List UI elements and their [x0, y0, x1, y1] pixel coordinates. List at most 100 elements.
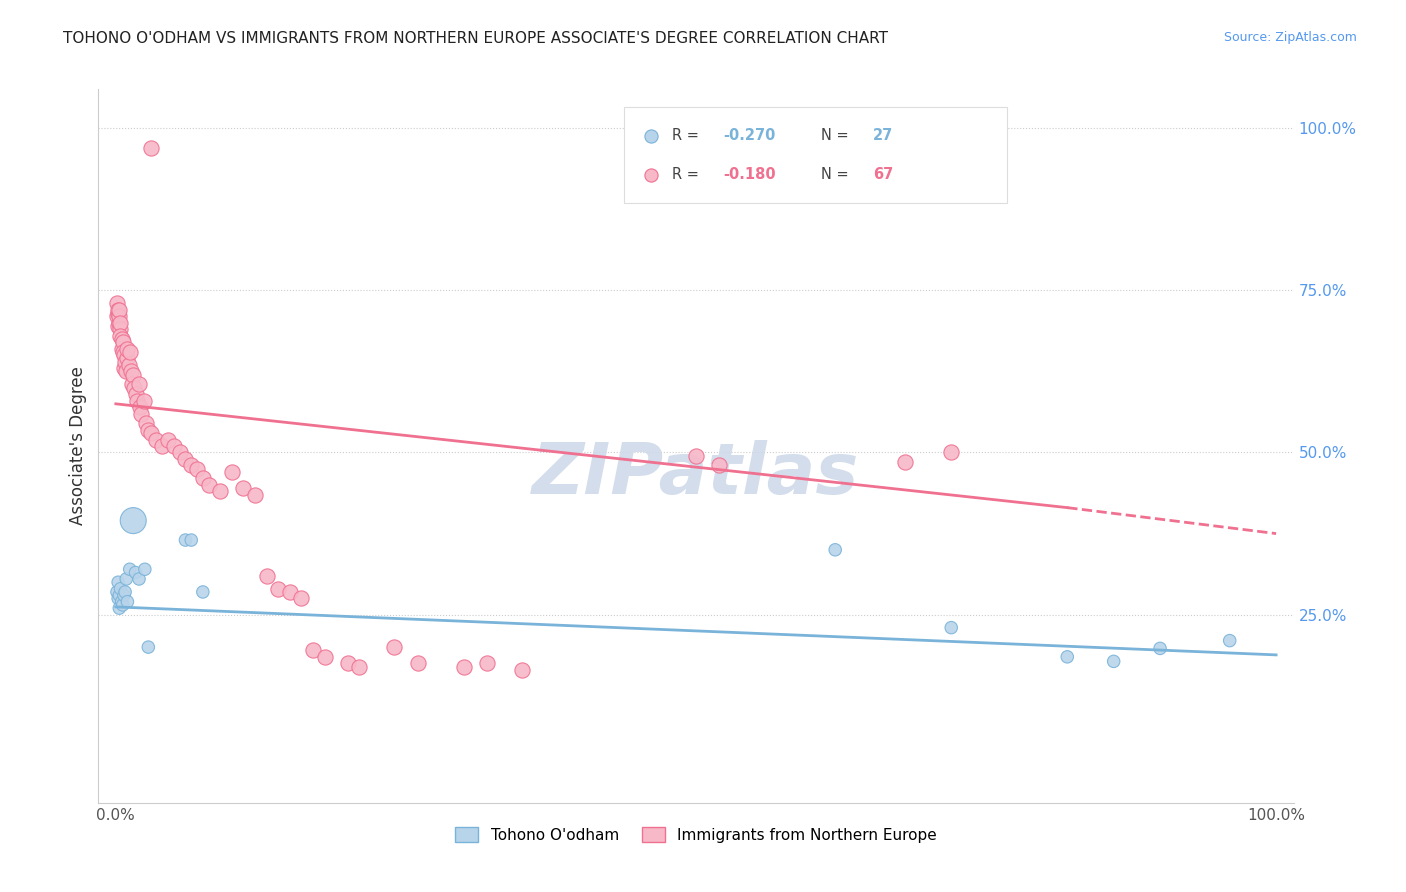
Point	[136, 423, 159, 437]
Point	[118, 345, 141, 359]
Point	[108, 310, 131, 324]
Point	[941, 445, 963, 459]
Point	[112, 588, 135, 602]
Point	[336, 657, 359, 671]
Point	[302, 643, 325, 657]
Point	[135, 417, 157, 431]
Point	[186, 461, 208, 475]
Point	[111, 595, 134, 609]
Point	[290, 591, 312, 606]
Point	[510, 663, 533, 677]
Point	[117, 342, 139, 356]
Point	[278, 585, 301, 599]
Point	[139, 425, 162, 440]
Legend: Tohono O'odham, Immigrants from Northern Europe: Tohono O'odham, Immigrants from Northern…	[450, 821, 942, 848]
Point	[110, 582, 132, 596]
Point	[117, 358, 139, 372]
Point	[131, 407, 153, 421]
Point	[108, 316, 131, 330]
Point	[191, 585, 214, 599]
Point	[114, 354, 136, 368]
Point	[136, 640, 159, 654]
Point	[641, 163, 664, 178]
Point	[115, 572, 138, 586]
Point	[221, 465, 243, 479]
Point	[108, 601, 131, 615]
Point	[145, 433, 167, 447]
Point	[121, 377, 143, 392]
Point	[128, 377, 150, 392]
Point	[163, 439, 186, 453]
Point	[117, 595, 139, 609]
Text: TOHONO O'ODHAM VS IMMIGRANTS FROM NORTHERN EUROPE ASSOCIATE'S DEGREE CORRELATION: TOHONO O'ODHAM VS IMMIGRANTS FROM NORTHE…	[63, 31, 889, 46]
Point	[894, 455, 917, 469]
Point	[115, 364, 138, 378]
Point	[174, 533, 197, 547]
Text: N =: N =	[821, 128, 853, 143]
Text: 27: 27	[873, 128, 893, 143]
Point	[180, 458, 202, 473]
Point	[132, 393, 155, 408]
Point	[125, 393, 148, 408]
Point	[267, 582, 290, 596]
Text: -0.180: -0.180	[724, 168, 776, 182]
Point	[139, 140, 162, 154]
Point	[157, 433, 180, 447]
Point	[111, 598, 134, 612]
Point	[124, 566, 146, 580]
Point	[169, 445, 191, 459]
Point	[128, 572, 150, 586]
Point	[118, 562, 141, 576]
Point	[1219, 633, 1241, 648]
Text: -0.270: -0.270	[724, 128, 776, 143]
Text: 67: 67	[873, 168, 893, 182]
Point	[232, 481, 254, 495]
Point	[1149, 641, 1171, 656]
Point	[209, 484, 232, 499]
Point	[105, 310, 128, 324]
Point	[107, 302, 129, 317]
Point	[314, 649, 336, 664]
Point	[112, 348, 135, 362]
Point	[124, 387, 146, 401]
Point	[129, 400, 152, 414]
Point	[406, 657, 429, 671]
Point	[108, 588, 131, 602]
Point	[105, 296, 128, 310]
Point	[685, 449, 707, 463]
Point	[641, 199, 664, 213]
Y-axis label: Associate's Degree: Associate's Degree	[69, 367, 87, 525]
Point	[150, 439, 173, 453]
Text: R =: R =	[672, 128, 703, 143]
Point	[124, 381, 146, 395]
Point	[349, 659, 371, 673]
Point	[709, 458, 731, 473]
Point	[111, 342, 134, 356]
Point	[475, 657, 498, 671]
Point	[111, 335, 134, 350]
Point	[122, 368, 145, 382]
Point	[1056, 649, 1078, 664]
Point	[110, 328, 132, 343]
Text: R =: R =	[672, 168, 703, 182]
Point	[382, 640, 405, 654]
Point	[117, 351, 139, 366]
Point	[191, 471, 214, 485]
Point	[107, 318, 129, 333]
Point	[111, 332, 134, 346]
Point	[107, 591, 129, 606]
Point	[122, 514, 145, 528]
Point	[174, 452, 197, 467]
FancyBboxPatch shape	[624, 107, 1007, 203]
Point	[114, 585, 136, 599]
Point	[110, 322, 132, 336]
Text: ZIPatlas: ZIPatlas	[533, 440, 859, 509]
Point	[256, 568, 278, 582]
Point	[453, 659, 475, 673]
Point	[112, 361, 135, 376]
Point	[105, 585, 128, 599]
Point	[1102, 654, 1125, 668]
Point	[243, 488, 266, 502]
Point	[107, 306, 129, 320]
Point	[941, 621, 963, 635]
